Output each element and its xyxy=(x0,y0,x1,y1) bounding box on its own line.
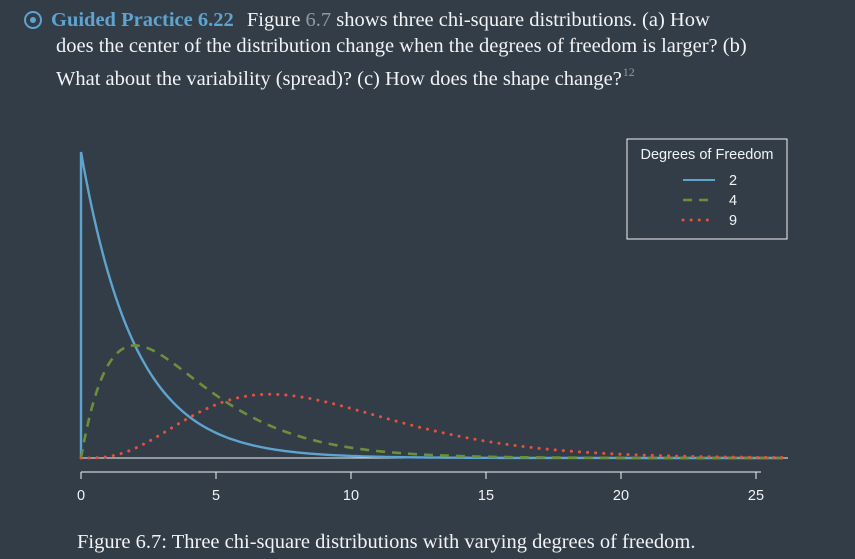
x-axis: 0 5 10 15 20 25 xyxy=(77,457,788,504)
legend: Degrees of Freedom 2 4 9 xyxy=(626,138,788,240)
practice-line-3: What about the variability (spread)? (c)… xyxy=(24,59,844,92)
practice-text-line1: shows three chi-square distributions. (a… xyxy=(336,9,710,31)
legend-title: Degrees of Freedom xyxy=(641,147,774,163)
series-df-2-line xyxy=(79,151,783,460)
legend-label-df-4: 4 xyxy=(729,193,737,209)
series-df-4-line xyxy=(79,344,783,460)
figure-caption: Figure 6.7: Three chi-square distributio… xyxy=(77,531,696,553)
practice-line-1: Guided Practice 6.22 Figure 6.7 shows th… xyxy=(24,7,844,33)
legend-label-df-9: 9 xyxy=(729,213,737,229)
target-icon xyxy=(24,11,42,29)
guided-practice: Guided Practice 6.22 Figure 6.7 shows th… xyxy=(24,7,844,92)
x-tick-label: 10 xyxy=(343,488,359,504)
x-tick-label: 5 xyxy=(212,488,220,504)
practice-text-line3: What about the variability (spread)? (c)… xyxy=(56,68,622,90)
x-tick-label: 15 xyxy=(478,488,494,504)
practice-line-2: does the center of the distribution chan… xyxy=(56,35,747,57)
practice-label: Guided Practice 6.22 xyxy=(51,9,234,31)
series-df-9-line xyxy=(79,392,785,460)
legend-box xyxy=(626,138,788,240)
footnote-marker[interactable]: 12 xyxy=(622,65,635,79)
chi-square-chart: 0 5 10 15 20 25 Degrees of Freedom 2 4 9 xyxy=(77,138,788,504)
series-group xyxy=(79,151,785,460)
x-tick-label: 20 xyxy=(613,488,629,504)
legend-label-df-2: 2 xyxy=(729,173,737,189)
figure-reference-link[interactable]: 6.7 xyxy=(305,9,332,31)
x-tick-label: 25 xyxy=(748,488,764,504)
practice-text-pre: Figure xyxy=(246,9,301,31)
x-tick-label: 0 xyxy=(77,488,85,504)
